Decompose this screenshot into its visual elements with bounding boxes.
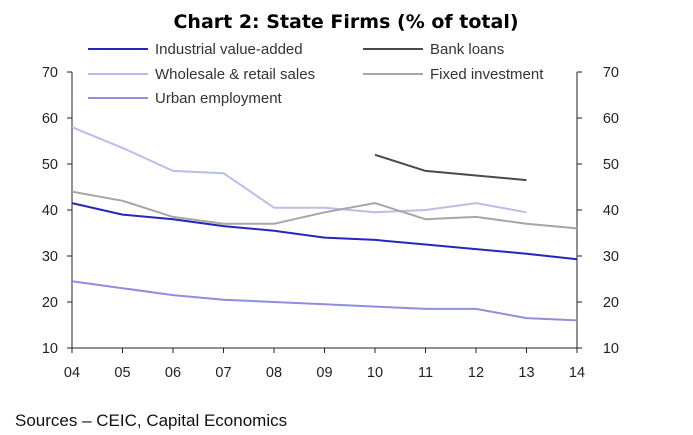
y2-tick-label: 40 [603,203,619,219]
y-tick-label: 70 [42,65,58,81]
x-tick-label: 08 [266,365,282,381]
chart-title: Chart 2: State Firms (% of total) [173,11,518,33]
y2-tick-label: 10 [603,341,619,357]
series-line-4 [71,280,578,322]
source-note: Sources – CEIC, Capital Economics [15,411,287,430]
y2-tick-label: 70 [603,65,619,81]
x-tick-label: 04 [64,365,80,381]
y2-tick-label: 50 [603,157,619,173]
series-line-2 [71,126,527,214]
x-tick-label: 07 [215,365,231,381]
x-tick-label: 12 [468,365,484,381]
y2-tick-label: 20 [603,295,619,311]
y-tick-label: 30 [42,249,58,265]
axes: 70 60 50 40 30 20 10 70 60 50 40 30 20 10 04 05 06 07 08 09… [42,65,619,381]
legend-label: Industrial value-added [155,41,303,58]
legend-label: Bank loans [430,41,504,58]
legend: Industrial value-added Bank loans Wholesal… [88,41,544,107]
y2-tick-label: 60 [603,111,619,127]
series-line-1 [374,153,527,182]
y-tick-label: 40 [42,203,58,219]
x-tick-label: 10 [367,365,383,381]
series-lines [71,126,578,322]
y-tick-label: 60 [42,111,58,127]
legend-label: Wholesale & retail sales [155,66,315,83]
x-tick-label: 14 [569,365,585,381]
series-line-3 [71,190,578,230]
y-tick-label: 10 [42,341,58,357]
x-tick-label: 09 [316,365,332,381]
x-tick-label: 06 [165,365,181,381]
x-tick-label: 13 [518,365,534,381]
y-tick-label: 20 [42,295,58,311]
series-line-0 [71,202,578,261]
y2-tick-label: 30 [603,249,619,265]
x-tick-label: 11 [418,365,433,381]
y-tick-label: 50 [42,157,58,173]
x-tick-label: 05 [114,365,130,381]
legend-label: Urban employment [155,90,283,107]
legend-label: Fixed investment [430,66,544,83]
